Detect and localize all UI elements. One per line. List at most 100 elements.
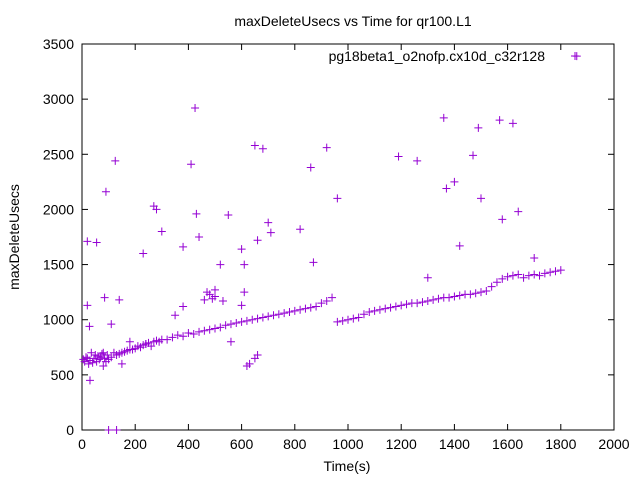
data-points <box>79 52 581 434</box>
data-point <box>397 301 406 310</box>
data-point <box>258 313 267 322</box>
x-axis-title: Time(s) <box>324 458 371 474</box>
legend: pg18beta1_o2nofp.cx10d_c32r128 <box>329 48 579 64</box>
data-point <box>81 353 90 362</box>
data-point <box>375 305 384 314</box>
data-point <box>482 287 491 296</box>
data-point <box>147 342 156 351</box>
y-tick-label: 500 <box>51 367 75 383</box>
y-tick-label: 3000 <box>43 91 74 107</box>
data-point <box>344 315 352 324</box>
data-point <box>264 218 273 227</box>
data-point <box>546 268 555 277</box>
data-point <box>253 351 262 360</box>
data-point <box>535 271 544 280</box>
x-tick-label: 1400 <box>439 436 470 452</box>
data-point <box>477 288 485 297</box>
data-point <box>514 270 523 279</box>
legend-marker <box>571 52 579 60</box>
data-point <box>163 335 172 344</box>
data-point <box>524 271 533 280</box>
data-point <box>455 291 464 300</box>
data-point <box>556 266 565 275</box>
data-point <box>471 289 480 298</box>
data-point <box>492 278 501 287</box>
data-point <box>477 194 485 203</box>
data-point <box>171 311 180 320</box>
data-point <box>253 314 262 323</box>
x-tick-label: 1200 <box>386 436 417 452</box>
data-point <box>469 151 478 160</box>
x-tick-label: 1000 <box>332 436 363 452</box>
y-axis-title: maxDeleteUsecs <box>6 184 22 290</box>
data-point <box>466 290 475 299</box>
data-point <box>168 333 177 342</box>
x-tick-label: 600 <box>230 436 254 452</box>
data-point <box>296 225 305 234</box>
data-point <box>191 103 200 112</box>
data-point <box>232 319 241 328</box>
data-point <box>333 317 342 326</box>
data-point <box>218 296 227 305</box>
data-point <box>328 293 337 302</box>
data-point <box>253 236 262 245</box>
y-tick-label: 2000 <box>43 201 74 217</box>
data-point <box>85 376 94 385</box>
data-point <box>551 267 560 276</box>
data-point <box>322 296 331 305</box>
data-point <box>211 292 219 301</box>
data-point <box>274 310 283 319</box>
data-point <box>179 332 188 341</box>
data-point <box>317 299 326 308</box>
data-point <box>402 300 411 309</box>
data-point <box>205 290 214 299</box>
data-point <box>322 143 331 152</box>
data-point <box>333 194 342 203</box>
data-point <box>450 177 459 186</box>
data-point <box>101 187 110 196</box>
data-point <box>391 302 400 311</box>
data-point <box>184 328 193 337</box>
data-point <box>495 116 504 125</box>
data-point <box>85 322 94 331</box>
data-point <box>519 273 528 282</box>
data-point <box>192 209 201 218</box>
data-point <box>266 228 275 237</box>
data-point <box>92 238 101 247</box>
data-point <box>200 295 209 304</box>
data-point <box>381 304 390 313</box>
y-tick-label: 3500 <box>43 36 74 52</box>
data-point <box>237 245 246 254</box>
data-point <box>125 337 134 346</box>
data-point <box>248 315 257 324</box>
data-point <box>187 160 196 169</box>
data-point <box>216 323 225 332</box>
data-point <box>179 242 188 251</box>
data-point <box>96 353 105 362</box>
data-point <box>211 324 219 333</box>
data-point <box>152 205 161 214</box>
data-point <box>224 210 233 219</box>
data-point <box>413 156 422 165</box>
data-point <box>157 227 166 236</box>
data-point <box>413 299 422 308</box>
data-point <box>179 302 188 311</box>
data-point <box>240 288 249 297</box>
data-point <box>312 302 321 311</box>
data-point <box>112 426 121 434</box>
data-point <box>111 156 120 165</box>
data-point <box>359 310 368 319</box>
data-point <box>226 320 235 329</box>
data-point <box>349 314 358 323</box>
data-point <box>370 306 379 315</box>
data-point <box>237 317 246 326</box>
data-point <box>107 320 116 329</box>
data-point <box>83 301 92 310</box>
data-point <box>487 282 496 291</box>
data-point <box>115 295 124 304</box>
data-point <box>242 316 251 325</box>
data-point <box>83 237 92 246</box>
chart-title: maxDeleteUsecs vs Time for qr100.L1 <box>234 13 472 29</box>
data-point <box>474 123 483 132</box>
x-axis: 0 200 400 600 800 1000 1200 1400 1600 1800 2000 <box>78 44 630 452</box>
